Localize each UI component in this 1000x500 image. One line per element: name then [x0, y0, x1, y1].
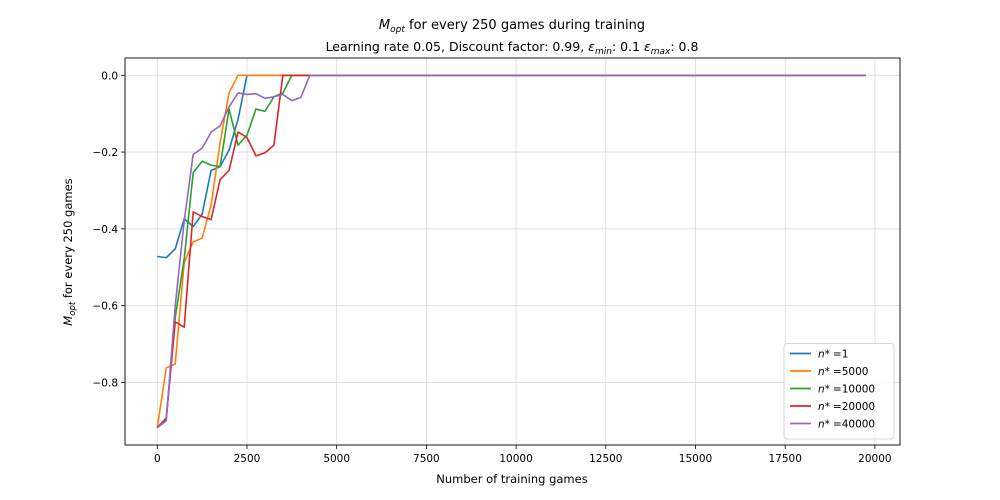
y-tick-label: −0.8 [93, 377, 119, 389]
grid-layer [125, 58, 900, 445]
series-line-n40000 [156, 74, 866, 429]
legend-label: n* =20000 [818, 401, 875, 413]
series-line-n5000 [156, 74, 866, 428]
x-tick-label: 10000 [499, 453, 532, 465]
x-tick-label: 7500 [413, 453, 440, 465]
y-tick-label: −0.4 [93, 224, 119, 236]
series-line-n20000 [156, 74, 866, 429]
y-tick-label: −0.2 [93, 147, 119, 159]
series-layer [156, 74, 866, 429]
legend: n* =1 n* =5000 n* =10000 n* =20000 n* =40000 [783, 343, 895, 440]
plot-area-frame [124, 57, 901, 446]
x-tick-label: 5000 [323, 453, 350, 465]
legend-label: n* =5000 [818, 366, 868, 378]
y-tick-label: −0.6 [93, 301, 119, 313]
x-axis-label: Number of training games [436, 472, 587, 486]
legend-label: n* =10000 [818, 384, 875, 396]
chart-subtitle: Learning rate 0.05, Discount factor: 0.9… [326, 39, 699, 57]
x-tick-label: 0 [154, 453, 161, 465]
legend-label: n* =1 [818, 349, 848, 361]
y-axis-label: Mopt for every 250 games [61, 178, 78, 325]
x-tick-label: 2500 [234, 453, 261, 465]
y-tick-label: 0.0 [101, 70, 118, 82]
tick-layer: 0 2500 5000 7500 10000 12500 15000 17500 20000 0.… [93, 70, 892, 465]
x-tick-label: 12500 [589, 453, 622, 465]
legend-box [783, 343, 895, 440]
x-tick-label: 17500 [768, 453, 801, 465]
x-tick-label: 20000 [858, 453, 891, 465]
legend-label: n* =40000 [818, 419, 875, 431]
x-tick-label: 15000 [679, 453, 712, 465]
chart-title: Mopt for every 250 games during training [379, 18, 645, 35]
